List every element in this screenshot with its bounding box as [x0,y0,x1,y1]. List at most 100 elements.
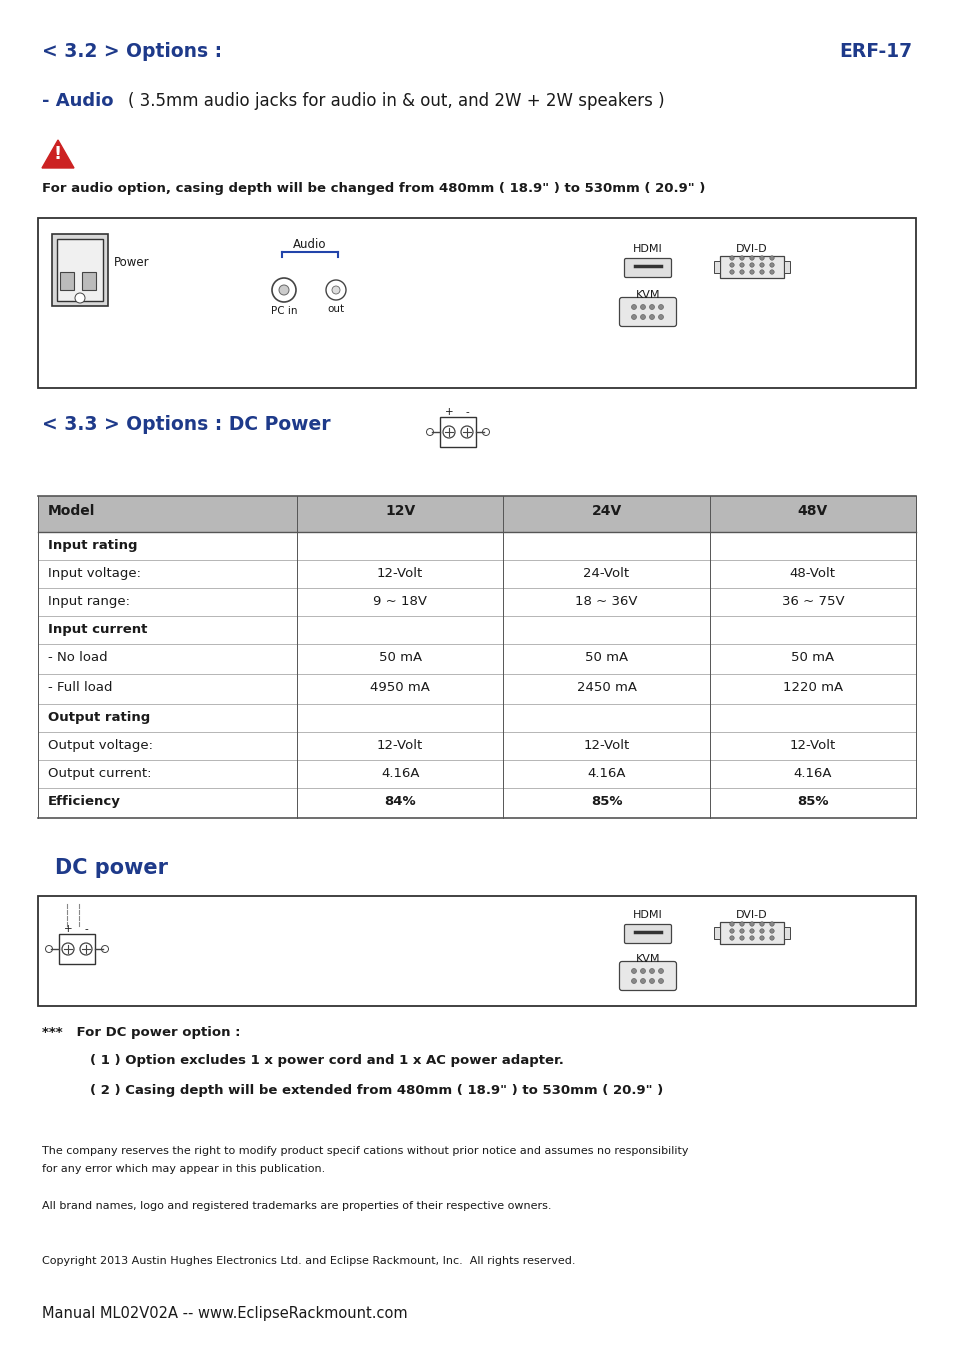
Text: 85%: 85% [590,795,621,809]
Text: DVI-D: DVI-D [736,910,767,919]
Circle shape [482,428,489,436]
Circle shape [658,305,662,309]
Text: 85%: 85% [797,795,828,809]
Circle shape [729,936,734,940]
Circle shape [729,929,734,933]
Bar [38,788,915,818]
FancyBboxPatch shape [624,258,671,278]
Circle shape [631,968,636,973]
Circle shape [739,270,743,274]
Circle shape [759,929,763,933]
Bar [720,922,783,944]
Bar [38,674,915,703]
Circle shape [649,305,654,309]
Bar [713,927,720,940]
Bar [38,760,915,788]
Text: KVM: KVM [635,954,659,964]
Circle shape [739,255,743,261]
Circle shape [442,427,455,437]
Circle shape [639,305,645,309]
Circle shape [272,278,295,302]
Circle shape [649,315,654,320]
Text: 9 ~ 18V: 9 ~ 18V [373,595,427,608]
Text: 24V: 24V [591,504,621,518]
Text: 12-Volt: 12-Volt [376,567,423,580]
Text: 50 mA: 50 mA [584,651,627,664]
Text: ( 2 ) Casing depth will be extended from 480mm ( 18.9" ) to 530mm ( 20.9" ): ( 2 ) Casing depth will be extended from… [90,1084,662,1098]
Text: 1220 mA: 1220 mA [782,680,842,694]
Circle shape [769,255,774,261]
Circle shape [749,936,754,940]
Bar [38,644,915,674]
Text: < 3.2 > Options :: < 3.2 > Options : [42,42,222,61]
Text: Output voltage:: Output voltage: [48,738,152,752]
Text: 36 ~ 75V: 36 ~ 75V [781,595,843,608]
Circle shape [759,270,763,274]
Circle shape [749,263,754,267]
Bar [38,896,915,1006]
Circle shape [759,263,763,267]
Circle shape [739,922,743,926]
Text: Manual ML02V02A -- www.EclipseRackmount.com: Manual ML02V02A -- www.EclipseRackmount.… [42,1305,407,1322]
Text: Input rating: Input rating [48,539,137,552]
Text: HDMI: HDMI [633,910,662,919]
Text: 4950 mA: 4950 mA [370,680,430,694]
Circle shape [631,315,636,320]
Circle shape [739,263,743,267]
Circle shape [749,270,754,274]
Text: HDMI: HDMI [633,244,662,254]
Text: The company reserves the right to modify product specif cations without prior no: The company reserves the right to modify… [42,1146,688,1156]
Text: Output current:: Output current: [48,767,152,780]
Circle shape [759,922,763,926]
Text: 12V: 12V [385,504,415,518]
Circle shape [278,285,289,296]
Text: ( 1 ) Option excludes 1 x power cord and 1 x AC power adapter.: ( 1 ) Option excludes 1 x power cord and… [90,1054,563,1067]
Text: 18 ~ 36V: 18 ~ 36V [575,595,638,608]
Text: For audio option, casing depth will be changed from 480mm ( 18.9" ) to 530mm ( 2: For audio option, casing depth will be c… [42,182,704,194]
Text: 24-Volt: 24-Volt [583,567,629,580]
Text: ERF-17: ERF-17 [838,42,911,61]
Circle shape [769,922,774,926]
Circle shape [62,944,74,954]
Circle shape [739,929,743,933]
Text: 48-Volt: 48-Volt [789,567,835,580]
Text: -: - [84,923,88,934]
Circle shape [729,255,734,261]
Text: 4.16A: 4.16A [587,767,625,780]
Text: 4.16A: 4.16A [793,767,831,780]
Circle shape [658,968,662,973]
Text: +: + [64,923,72,934]
Circle shape [769,263,774,267]
Circle shape [426,428,433,436]
Text: 12-Volt: 12-Volt [376,738,423,752]
Circle shape [631,305,636,309]
Bar [38,732,915,760]
FancyBboxPatch shape [624,925,671,944]
Circle shape [326,279,346,300]
Circle shape [729,263,734,267]
Circle shape [649,968,654,973]
Text: < 3.3 > Options : DC Power: < 3.3 > Options : DC Power [42,414,331,433]
Text: 4.16A: 4.16A [380,767,419,780]
Text: - Full load: - Full load [48,680,112,694]
Bar [38,560,915,589]
Text: ( 3.5mm audio jacks for audio in & out, and 2W + 2W speakers ): ( 3.5mm audio jacks for audio in & out, … [128,92,664,109]
Bar [720,256,783,278]
Text: out: out [327,304,344,315]
Circle shape [759,936,763,940]
Circle shape [46,945,52,953]
Text: 48V: 48V [797,504,827,518]
Text: Audio: Audio [293,238,327,251]
Circle shape [75,293,85,302]
Circle shape [80,944,91,954]
Circle shape [658,979,662,984]
Bar [783,261,789,273]
Text: 12-Volt: 12-Volt [789,738,835,752]
Circle shape [749,929,754,933]
Text: - Audio: - Audio [42,92,113,109]
Circle shape [639,968,645,973]
Text: Power: Power [113,256,150,269]
Circle shape [658,315,662,320]
Circle shape [739,936,743,940]
Text: 50 mA: 50 mA [790,651,834,664]
